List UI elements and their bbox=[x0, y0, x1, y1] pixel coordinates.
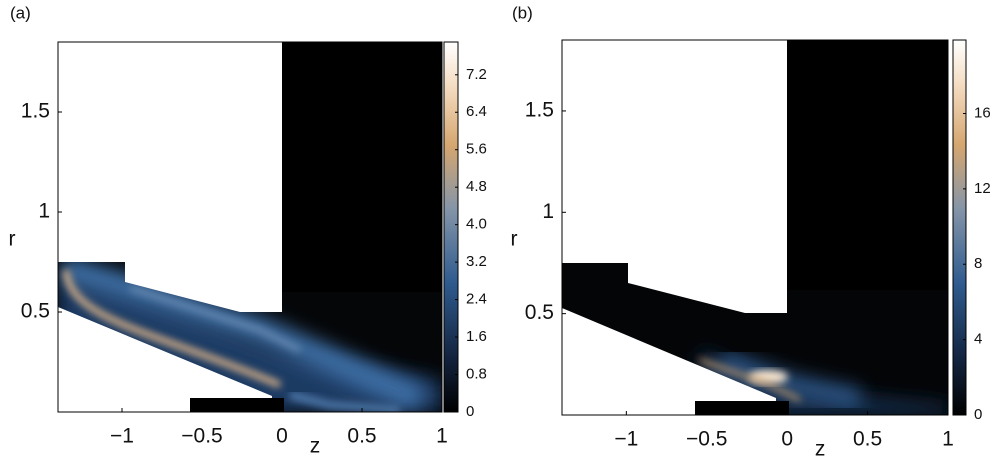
colorbar-tick-label: 5.6 bbox=[466, 141, 487, 158]
y-tick-label: 1 bbox=[38, 200, 50, 223]
panel-label: (a) bbox=[10, 3, 31, 22]
colorbar-tick-label: 0.8 bbox=[466, 366, 487, 383]
x-tick-label: 0 bbox=[781, 428, 793, 451]
colorbar-tick-label: 16 bbox=[974, 104, 991, 121]
x-tick-label: −0.5 bbox=[181, 425, 222, 448]
axes-frame bbox=[57, 41, 443, 413]
x-axis-label: z bbox=[310, 435, 321, 458]
x-tick-label: 1 bbox=[942, 428, 954, 451]
y-tick-label: 1.5 bbox=[525, 98, 554, 121]
x-tick-label: −1 bbox=[614, 428, 638, 451]
colorbar-tick-label: 0 bbox=[466, 403, 474, 420]
y-axis-label: r bbox=[9, 228, 16, 251]
colorbar-tick-label: 12 bbox=[974, 180, 991, 197]
x-tick-label: 0.5 bbox=[853, 428, 882, 451]
x-tick-label: −0.5 bbox=[686, 428, 727, 451]
x-tick-label: 1 bbox=[436, 425, 448, 448]
x-tick-label: 0 bbox=[276, 425, 288, 448]
colorbar-tick-label: 2.4 bbox=[466, 291, 487, 308]
axes-frame bbox=[561, 39, 949, 416]
colorbar bbox=[443, 41, 459, 413]
x-axis-label: z bbox=[815, 438, 826, 461]
colorbar bbox=[952, 39, 967, 416]
colorbar-tick-label: 8 bbox=[974, 255, 982, 272]
y-axis-label: r bbox=[511, 228, 518, 251]
colorbar-tick-label: 1.6 bbox=[466, 328, 487, 345]
y-tick-label: 1.5 bbox=[21, 100, 50, 123]
colorbar-tick-label: 7.2 bbox=[466, 66, 487, 83]
colorbar-tick-label: 3.2 bbox=[466, 253, 487, 270]
colorbar-tick-label: 4.8 bbox=[466, 178, 487, 195]
heatmap-field bbox=[58, 42, 442, 412]
colorbar-tick-label: 6.4 bbox=[466, 103, 487, 120]
heatmap-field bbox=[562, 40, 948, 415]
panel-label: (b) bbox=[512, 3, 533, 22]
x-tick-label: −1 bbox=[110, 425, 134, 448]
y-tick-label: 0.5 bbox=[525, 301, 554, 324]
colorbar-tick-label: 0 bbox=[974, 406, 982, 423]
colorbar-tick-label: 4.0 bbox=[466, 216, 487, 233]
colorbar-tick-label: 4 bbox=[974, 331, 982, 348]
y-tick-label: 0.5 bbox=[21, 300, 50, 323]
y-tick-label: 1 bbox=[542, 200, 554, 223]
x-tick-label: 0.5 bbox=[347, 425, 376, 448]
